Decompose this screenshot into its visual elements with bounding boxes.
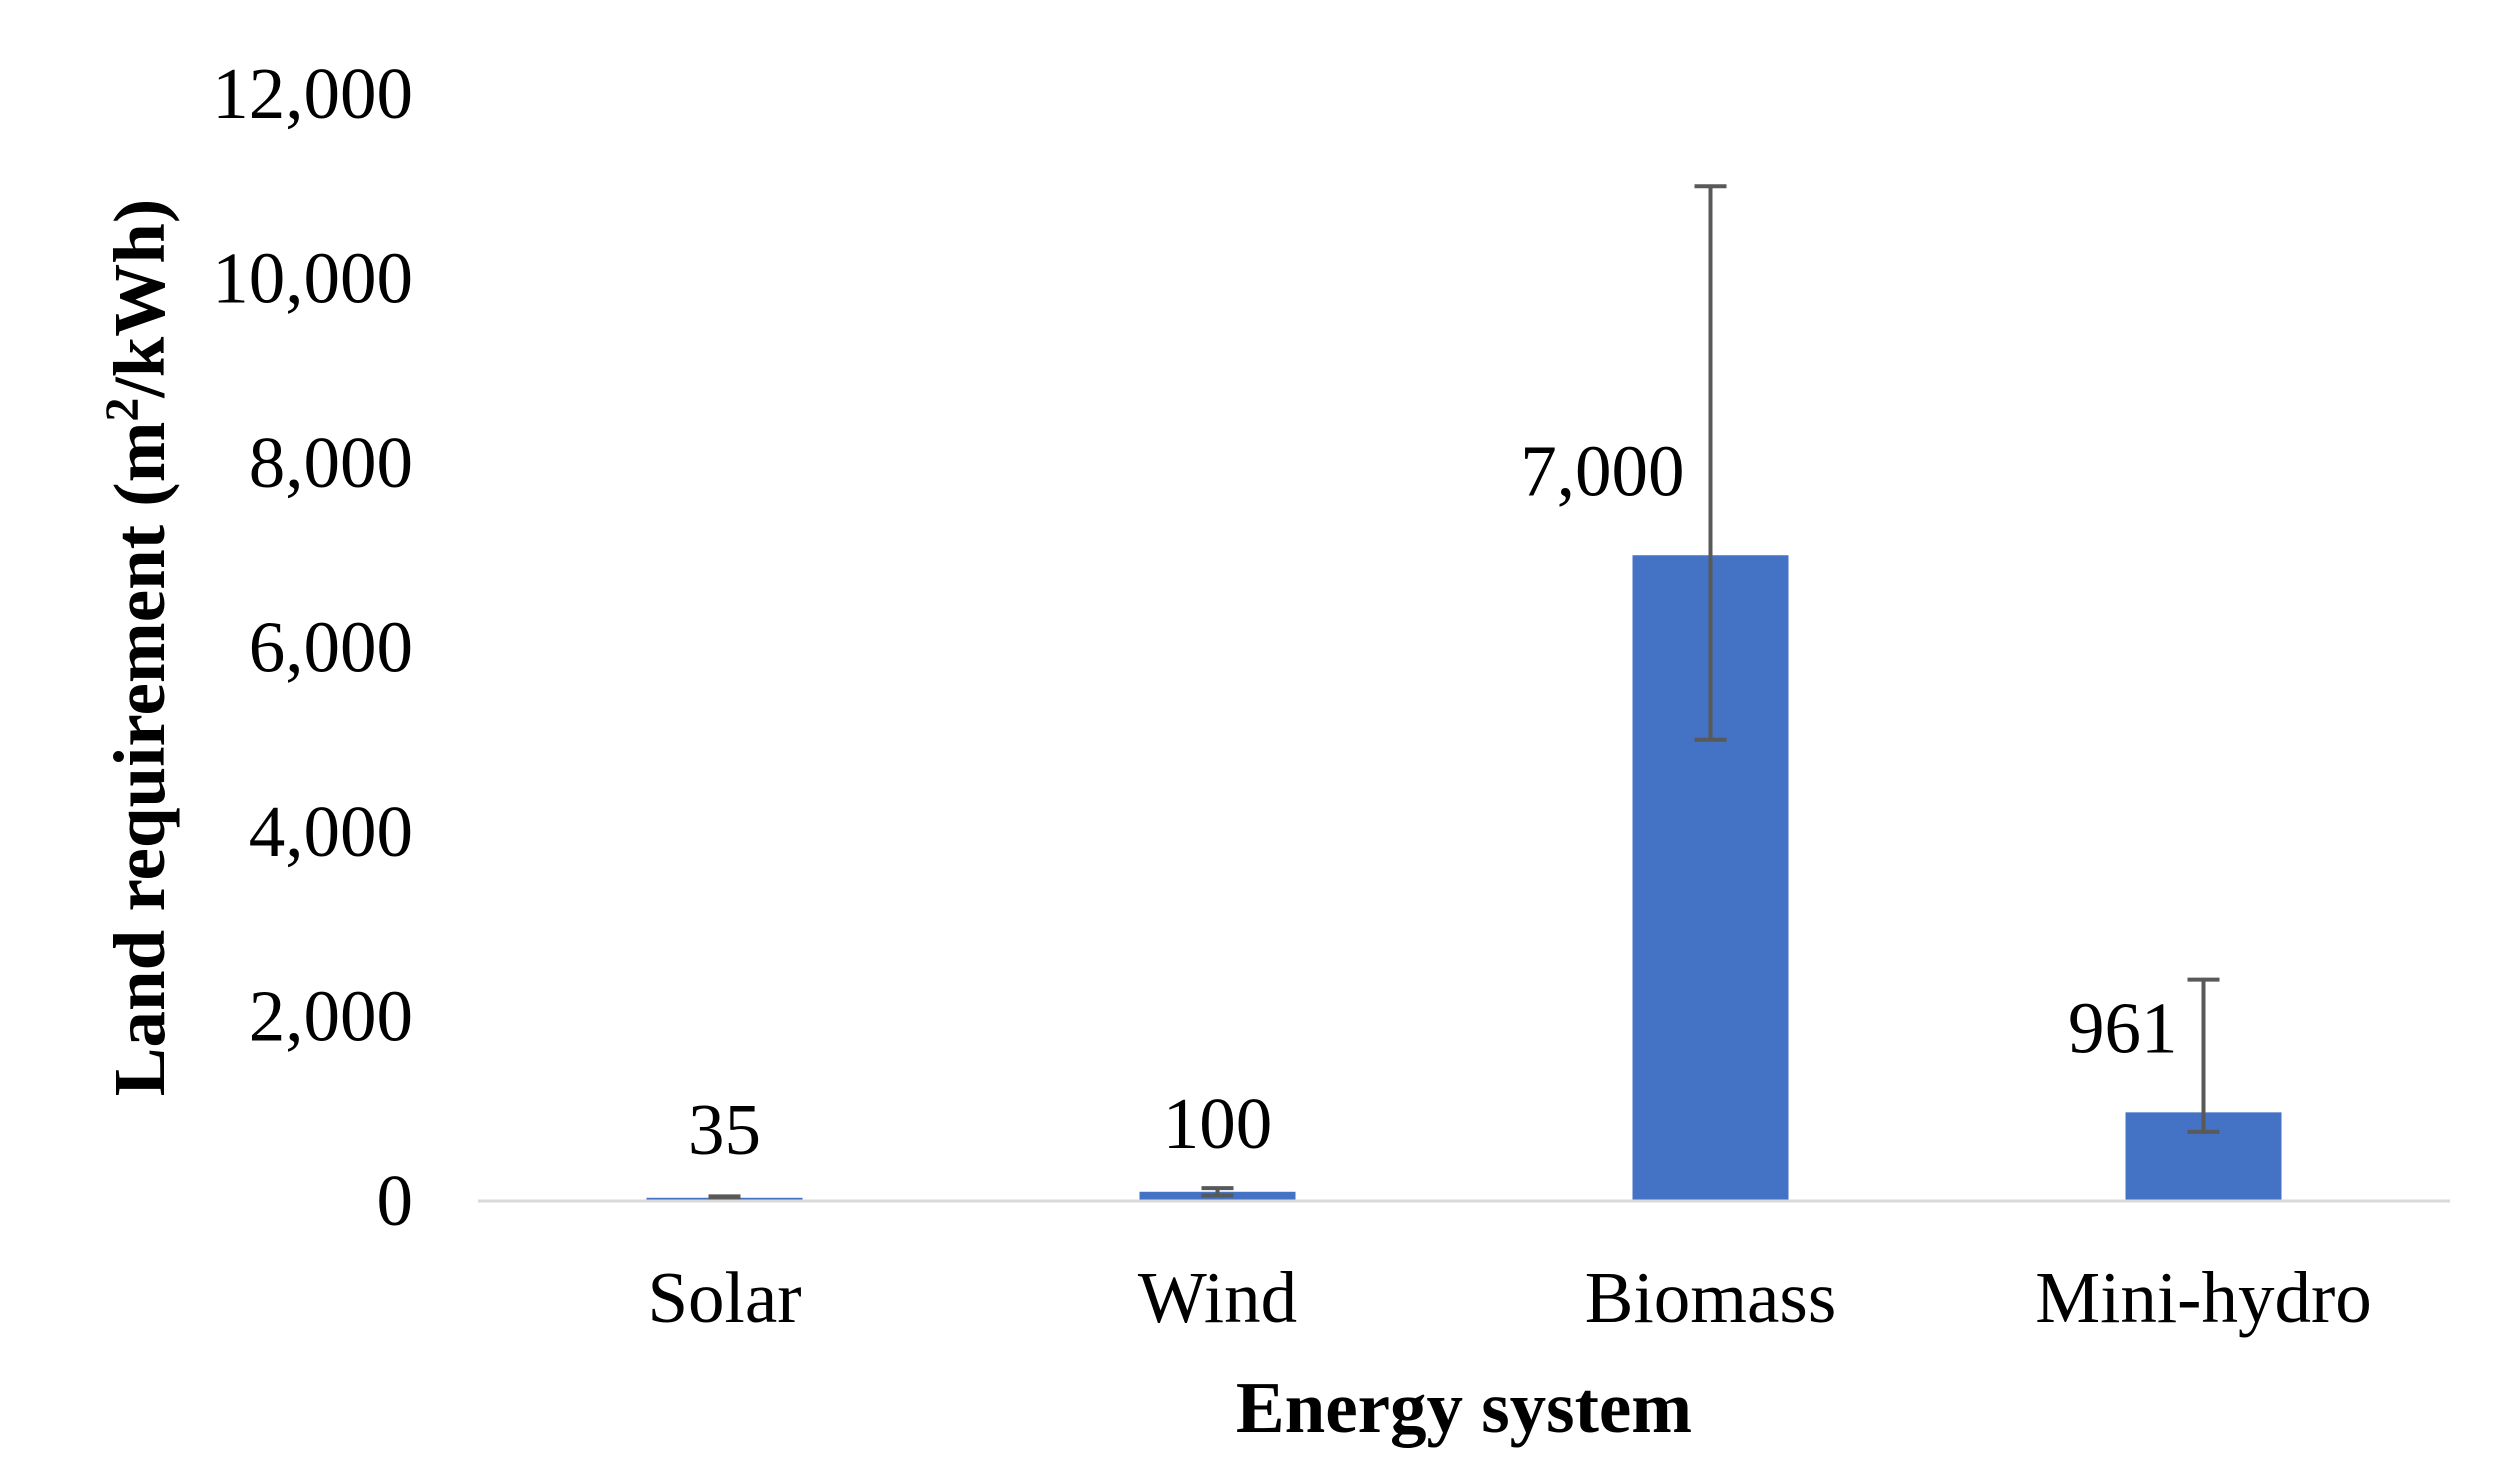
data-label-mini-hydro: 961 — [2068, 987, 2178, 1068]
data-labels: 35 100 7,000 961 — [688, 430, 2178, 1170]
data-label-wind: 100 — [1163, 1083, 1273, 1164]
error-bar-mini-hydro — [2187, 977, 2220, 1134]
error-bar-wind — [1201, 1186, 1234, 1198]
y-tick-label: 4,000 — [249, 791, 413, 872]
y-axis-ticks: 0 2,000 4,000 6,000 8,000 10,000 12,000 — [212, 53, 413, 1241]
y-tick-label: 10,000 — [212, 238, 413, 319]
error-bar-solar — [708, 1194, 741, 1202]
x-axis-title: Energy system — [1236, 1367, 1692, 1448]
y-axis-title-suffix: /kWh) — [99, 199, 180, 399]
x-tick-label: Wind — [1138, 1257, 1297, 1338]
bars — [646, 555, 2282, 1201]
x-tick-label: Biomass — [1585, 1257, 1836, 1338]
y-tick-label: 6,000 — [249, 607, 413, 688]
y-tick-label: 0 — [377, 1160, 414, 1241]
y-tick-label: 8,000 — [249, 422, 413, 503]
x-tick-label: Mini-hydro — [2035, 1257, 2372, 1338]
data-label-solar: 35 — [688, 1089, 761, 1170]
y-axis-title: Land requirement (m2/kWh) — [96, 199, 181, 1096]
x-axis-tick-labels: Solar Wind Biomass Mini-hydro — [647, 1257, 2371, 1338]
error-bar-biomass — [1694, 184, 1727, 742]
y-axis-title-superscript: 2 — [96, 398, 149, 422]
y-tick-label: 2,000 — [249, 976, 413, 1057]
data-label-biomass: 7,000 — [1520, 430, 1684, 511]
y-tick-label: 12,000 — [212, 53, 413, 134]
y-axis-title-prefix: Land requirement (m — [99, 422, 180, 1097]
error-bars — [708, 184, 2220, 1202]
x-tick-label: Solar — [647, 1257, 801, 1338]
